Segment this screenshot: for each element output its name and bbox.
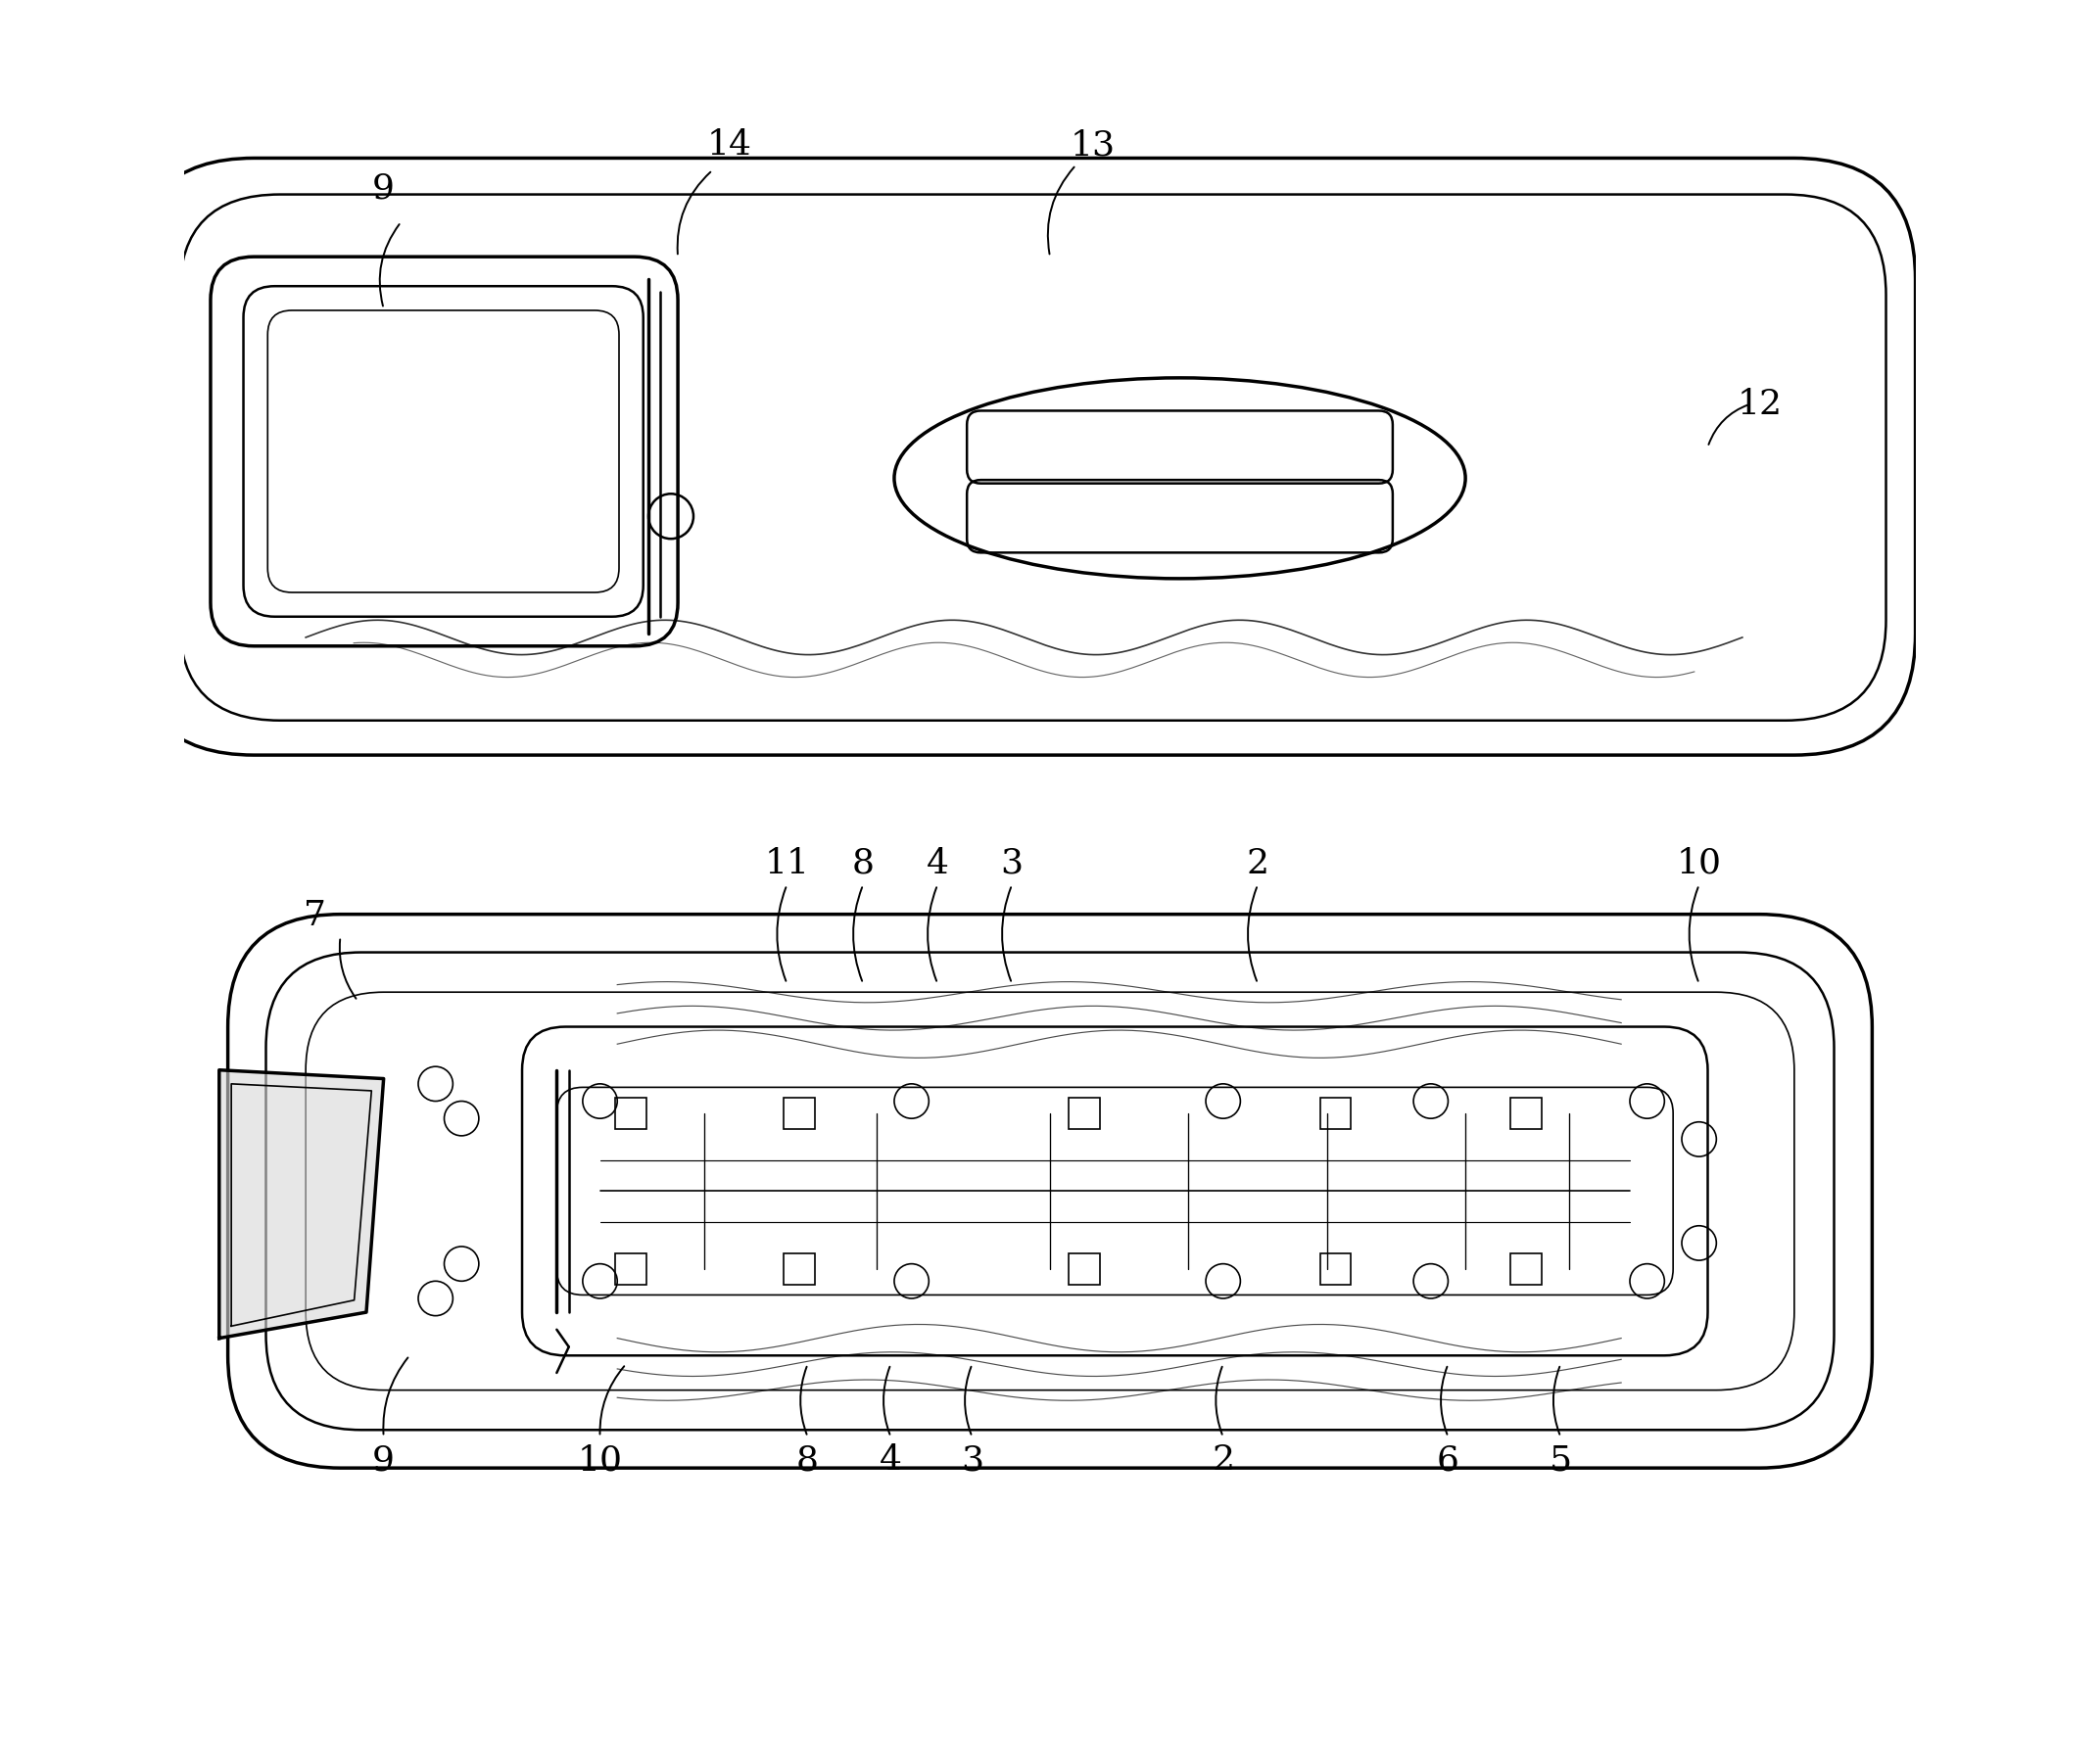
Text: 10: 10: [578, 1443, 622, 1476]
Text: 4: 4: [880, 1443, 903, 1476]
FancyBboxPatch shape: [227, 915, 1873, 1468]
Text: 6: 6: [1436, 1443, 1459, 1476]
Text: 3: 3: [1000, 845, 1023, 880]
Bar: [783, 1253, 815, 1285]
Text: 9: 9: [372, 173, 395, 206]
Text: 8: 8: [853, 845, 874, 880]
Text: 12: 12: [1737, 389, 1783, 422]
Text: 13: 13: [1071, 129, 1115, 162]
Text: 4: 4: [926, 845, 949, 880]
FancyBboxPatch shape: [244, 288, 643, 617]
Bar: [615, 1253, 647, 1285]
Ellipse shape: [895, 378, 1466, 579]
Text: 10: 10: [1676, 845, 1722, 880]
Bar: [1069, 1098, 1100, 1129]
Text: 2: 2: [1212, 1443, 1235, 1476]
Bar: [615, 1098, 647, 1129]
Bar: [783, 1098, 815, 1129]
FancyBboxPatch shape: [267, 312, 620, 593]
Text: 9: 9: [372, 1443, 395, 1476]
Bar: [1069, 1253, 1100, 1285]
Text: 8: 8: [796, 1443, 819, 1476]
Text: 2: 2: [1247, 845, 1268, 880]
Text: 5: 5: [1550, 1443, 1573, 1476]
Text: 14: 14: [708, 129, 752, 162]
Text: 3: 3: [962, 1443, 983, 1476]
FancyBboxPatch shape: [210, 258, 678, 647]
Bar: [1510, 1098, 1541, 1129]
Text: 11: 11: [764, 845, 808, 880]
Text: 7: 7: [302, 898, 326, 931]
Bar: [1321, 1098, 1350, 1129]
Bar: [1510, 1253, 1541, 1285]
Polygon shape: [218, 1070, 384, 1339]
Bar: [1321, 1253, 1350, 1285]
